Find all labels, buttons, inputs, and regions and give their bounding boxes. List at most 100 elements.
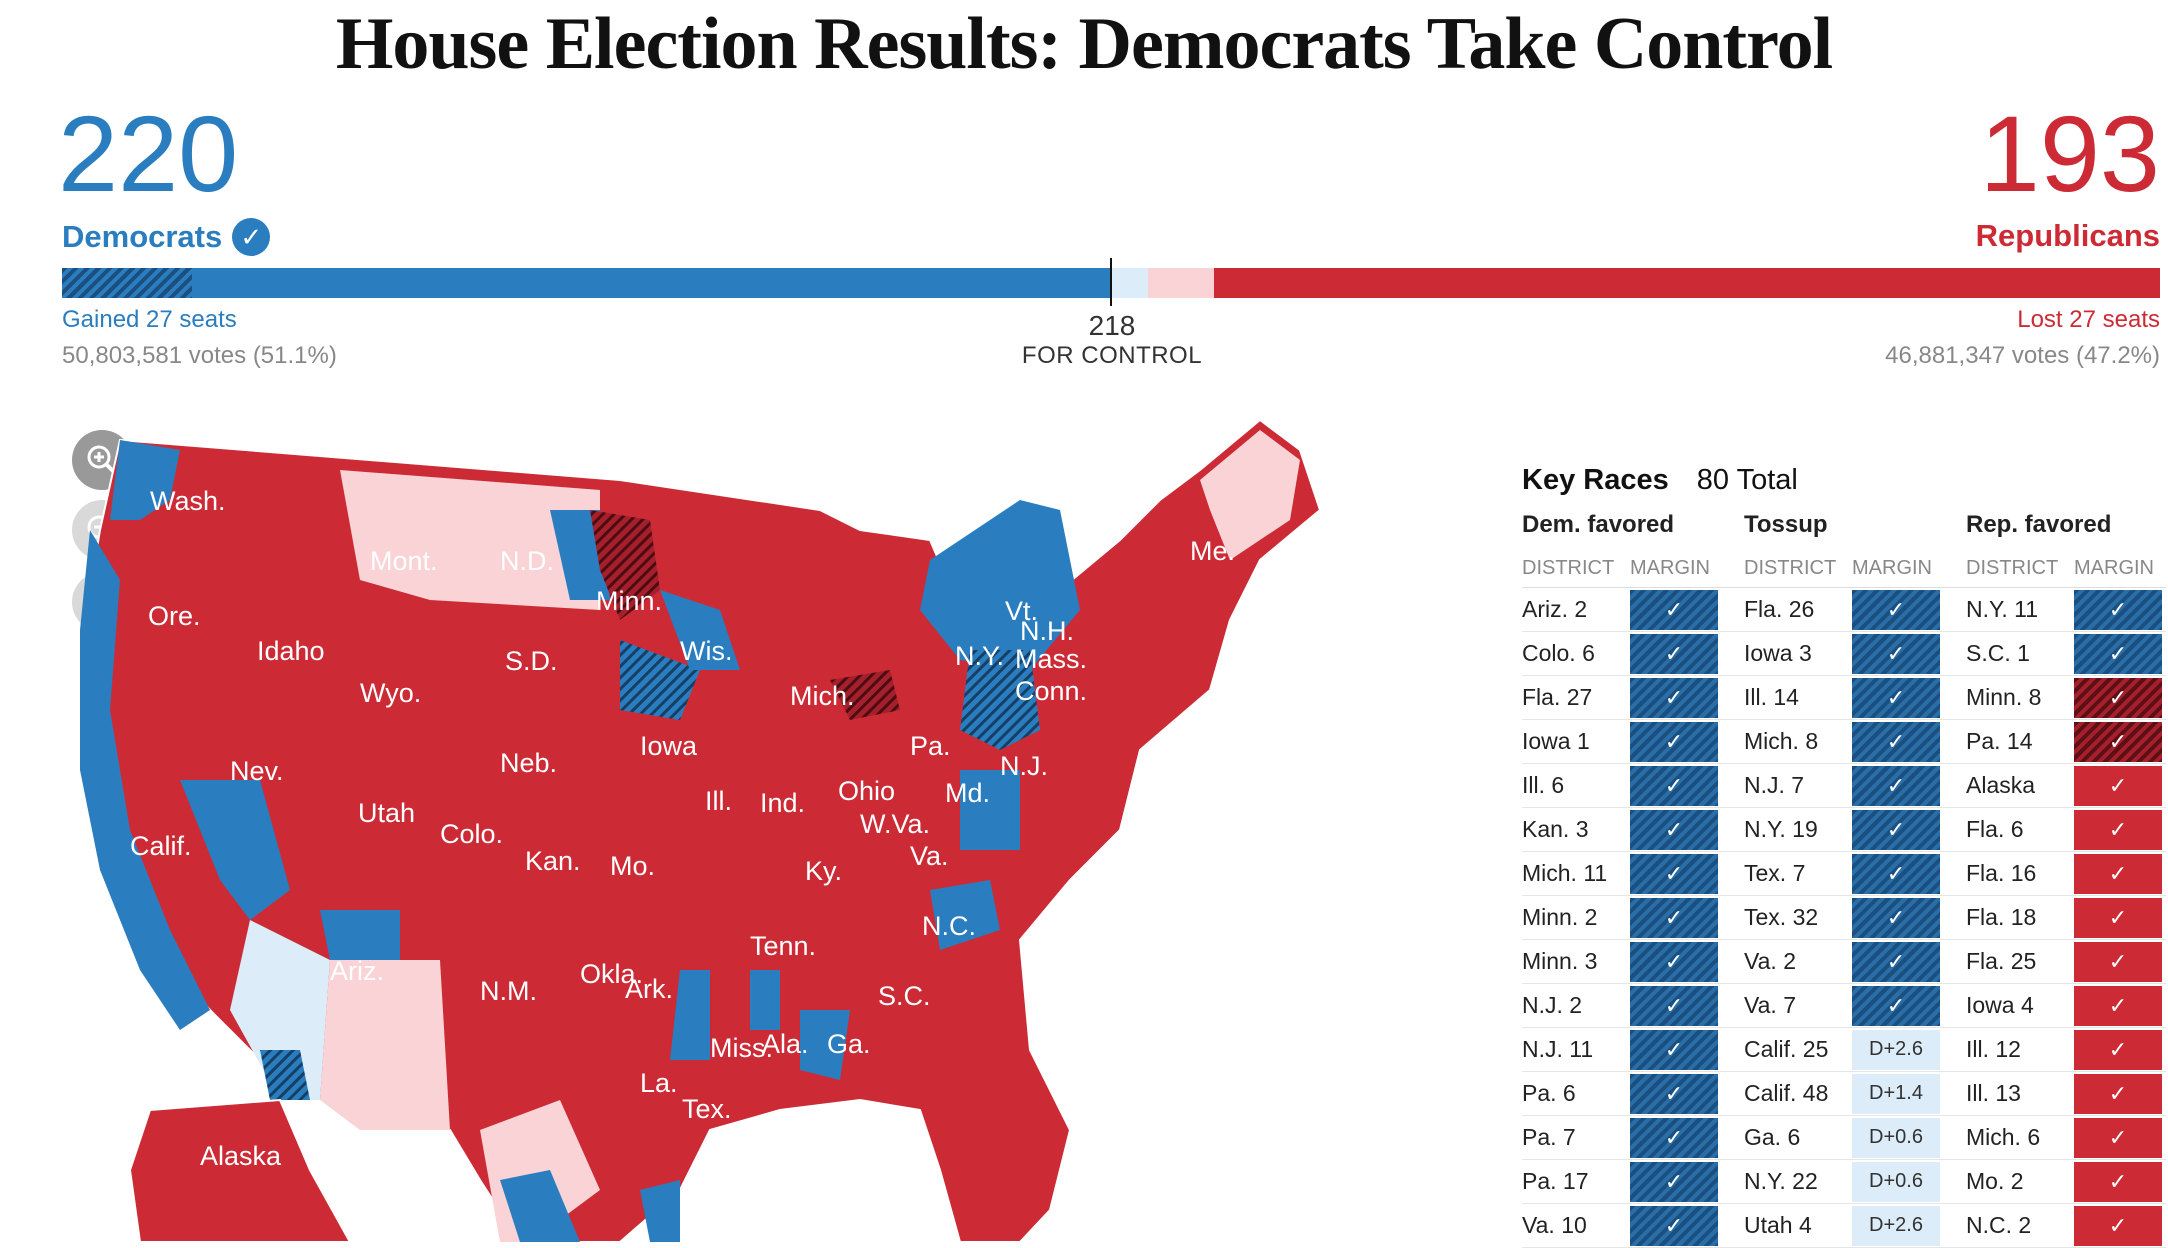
race-row[interactable]: Tex. 7 ✓: [1744, 852, 1966, 896]
montana-region[interactable]: [340, 470, 600, 610]
mississippi-district[interactable]: [670, 970, 710, 1060]
nevada-district[interactable]: [180, 780, 290, 920]
minnesota-8-district[interactable]: [590, 510, 660, 620]
virginia-district[interactable]: [960, 770, 1020, 850]
district-name: N.Y. 19: [1744, 816, 1818, 842]
margin-cell: ✓: [2074, 897, 2162, 938]
map-label-ne: Neb.: [500, 748, 557, 778]
pacific-coast-districts[interactable]: [80, 530, 210, 1030]
race-row[interactable]: Fla. 6 ✓: [1966, 808, 2166, 852]
race-row[interactable]: Calif. 48 D+1.4: [1744, 1072, 1966, 1116]
district-name: Fla. 25: [1966, 948, 2037, 974]
race-row[interactable]: Calif. 25 D+2.6: [1744, 1028, 1966, 1072]
margin-header: MARGIN: [1852, 556, 1932, 579]
race-row[interactable]: Fla. 18 ✓: [1966, 896, 2166, 940]
district-header: DISTRICT: [1522, 556, 1615, 579]
iowa-1-district[interactable]: [620, 640, 700, 720]
margin-cell: D+1.4: [1852, 1073, 1940, 1114]
race-row[interactable]: N.J. 7 ✓: [1744, 764, 1966, 808]
race-row[interactable]: Kan. 3 ✓: [1522, 808, 1744, 852]
race-row[interactable]: N.Y. 11 ✓: [1966, 588, 2166, 632]
race-row[interactable]: Va. 10 ✓: [1522, 1204, 1744, 1248]
race-row[interactable]: Utah 4 D+2.6: [1744, 1204, 1966, 1248]
race-row[interactable]: N.J. 11 ✓: [1522, 1028, 1744, 1072]
arizona-2-district[interactable]: [260, 1050, 310, 1100]
race-row[interactable]: Ill. 12 ✓: [1966, 1028, 2166, 1072]
race-row[interactable]: Fla. 26 ✓: [1744, 588, 1966, 632]
map-label-or: Ore.: [148, 601, 201, 631]
map-label-nh: N.H.: [1020, 616, 1074, 646]
race-row[interactable]: Mich. 6 ✓: [1966, 1116, 2166, 1160]
north-carolina-district[interactable]: [930, 880, 1000, 950]
race-row[interactable]: Va. 2 ✓: [1744, 940, 1966, 984]
race-row[interactable]: Fla. 25 ✓: [1966, 940, 2166, 984]
race-row[interactable]: Mich. 8 ✓: [1744, 720, 1966, 764]
race-row[interactable]: N.C. 2 ✓: [1966, 1204, 2166, 1248]
texas-south-district[interactable]: [500, 1170, 580, 1242]
alabama-district[interactable]: [750, 970, 780, 1030]
district-name: Iowa 1: [1522, 728, 1590, 754]
maine-region[interactable]: [1200, 430, 1300, 560]
map-label-az: Ariz.: [330, 956, 384, 986]
race-row[interactable]: Ill. 6 ✓: [1522, 764, 1744, 808]
race-row[interactable]: S.C. 1 ✓: [1966, 632, 2166, 676]
georgia-district[interactable]: [800, 1010, 850, 1080]
race-row[interactable]: Minn. 3 ✓: [1522, 940, 1744, 984]
new-jersey-districts[interactable]: [960, 650, 1040, 750]
new-mexico-region[interactable]: [320, 960, 450, 1130]
race-row[interactable]: N.Y. 19 ✓: [1744, 808, 1966, 852]
map-label-ga: Ga.: [827, 1029, 871, 1059]
race-row[interactable]: Iowa 4 ✓: [1966, 984, 2166, 1028]
margin-cell: ✓: [1630, 809, 1718, 850]
wisconsin-district[interactable]: [660, 590, 740, 670]
district-name: Pa. 17: [1522, 1168, 1589, 1194]
district-name: Fla. 26: [1744, 596, 1815, 622]
race-row[interactable]: Fla. 16 ✓: [1966, 852, 2166, 896]
race-row[interactable]: Ariz. 2 ✓: [1522, 588, 1744, 632]
alaska-region[interactable]: [128, 1098, 352, 1242]
race-row[interactable]: Va. 7 ✓: [1744, 984, 1966, 1028]
district-name: Pa. 7: [1522, 1124, 1576, 1150]
pennsylvania-14-district[interactable]: [830, 670, 900, 720]
race-row[interactable]: Minn. 8 ✓: [1966, 676, 2166, 720]
race-row[interactable]: Colo. 6 ✓: [1522, 632, 1744, 676]
northeast-districts[interactable]: [920, 500, 1080, 670]
race-row[interactable]: Mich. 11 ✓: [1522, 852, 1744, 896]
margin-cell: D+0.6: [1852, 1117, 1940, 1158]
houston-district[interactable]: [640, 1180, 680, 1242]
map-label-nv: Nev.: [230, 756, 284, 786]
race-row[interactable]: N.J. 2 ✓: [1522, 984, 1744, 1028]
arizona-region[interactable]: [230, 920, 330, 1100]
district-name: Pa. 14: [1966, 728, 2033, 754]
washington-west-district[interactable]: [110, 440, 180, 520]
race-row[interactable]: Minn. 2 ✓: [1522, 896, 1744, 940]
margin-cell: ✓: [1630, 633, 1718, 674]
district-name: Mich. 6: [1966, 1124, 2041, 1150]
race-row[interactable]: N.Y. 22 D+0.6: [1744, 1160, 1966, 1204]
race-row[interactable]: Ga. 6 D+0.6: [1744, 1116, 1966, 1160]
race-row[interactable]: Iowa 1 ✓: [1522, 720, 1744, 764]
control-marker: [1110, 258, 1112, 306]
race-row[interactable]: Pa. 7 ✓: [1522, 1116, 1744, 1160]
race-row[interactable]: Ill. 14 ✓: [1744, 676, 1966, 720]
key-races-column: Rep. favored DISTRICT MARGIN N.Y. 11 ✓ S.C. 1…: [1966, 511, 2166, 1248]
margin-cell: ✓: [2074, 1117, 2162, 1158]
race-row[interactable]: Ill. 13 ✓: [1966, 1072, 2166, 1116]
district-name: Fla. 27: [1522, 684, 1593, 710]
race-row[interactable]: Iowa 3 ✓: [1744, 632, 1966, 676]
race-row[interactable]: Pa. 14 ✓: [1966, 720, 2166, 764]
new-mexico-north-district[interactable]: [320, 910, 400, 960]
key-races-column: Dem. favored DISTRICT MARGIN Ariz. 2 ✓ Colo. …: [1522, 511, 1744, 1248]
us-district-map[interactable]: Wash. Mont. N.D. Minn. Me. Ore. Idaho S.…: [60, 410, 1480, 1242]
race-row[interactable]: Tex. 32 ✓: [1744, 896, 1966, 940]
race-row[interactable]: Fla. 27 ✓: [1522, 676, 1744, 720]
race-row[interactable]: Pa. 17 ✓: [1522, 1160, 1744, 1204]
race-row[interactable]: Pa. 6 ✓: [1522, 1072, 1744, 1116]
district-name: N.C. 2: [1966, 1212, 2032, 1238]
district-name: Ga. 6: [1744, 1124, 1801, 1150]
race-row[interactable]: Alaska ✓: [1966, 764, 2166, 808]
map-label-nd: N.D.: [500, 546, 554, 576]
district-name: Tex. 7: [1744, 860, 1806, 886]
race-row[interactable]: Mo. 2 ✓: [1966, 1160, 2166, 1204]
map-label-wv: W.Va.: [860, 809, 930, 839]
